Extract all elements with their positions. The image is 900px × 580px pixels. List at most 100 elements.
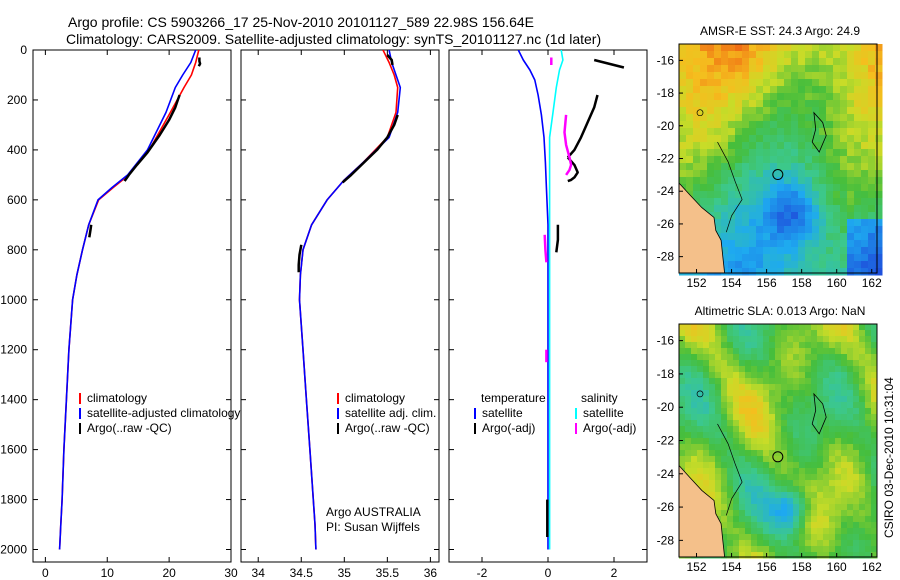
heatmap-cell [829, 402, 836, 409]
heatmap-cell [751, 504, 758, 511]
heatmap-cell [728, 205, 736, 213]
heatmap-cell [799, 480, 806, 487]
heatmap-cell [871, 414, 878, 421]
heatmap-cell [727, 396, 734, 403]
heatmap-cell [847, 450, 854, 457]
heatmap-cell [799, 354, 806, 361]
heatmap-cell [805, 177, 813, 185]
heatmap-cell [817, 522, 824, 529]
heatmap-cell [739, 396, 746, 403]
heatmap-cell [819, 107, 827, 115]
heatmap-cell [854, 240, 862, 248]
heatmap-cell [875, 247, 883, 255]
heatmap-cell [756, 170, 764, 178]
heatmap-cell [791, 170, 799, 178]
heatmap-cell [685, 360, 692, 367]
heatmap-cell [826, 72, 834, 80]
heatmap-cell [799, 540, 806, 547]
heatmap-cell [784, 198, 792, 206]
heatmap-cell [679, 330, 686, 337]
heatmap-cell [777, 219, 785, 227]
heatmap-cell [739, 504, 746, 511]
heatmap-cell [721, 79, 729, 87]
heatmap-cell [745, 342, 752, 349]
island-outline [696, 109, 704, 117]
heatmap-cell [751, 378, 758, 385]
heatmap-cell [763, 408, 770, 415]
heatmap-cell [703, 366, 710, 373]
heatmap-cell [714, 100, 722, 108]
heatmap-cell [812, 247, 820, 255]
heatmap-cell [751, 522, 758, 529]
heatmap-cell [728, 121, 736, 129]
y-tick-label: 1800 [0, 493, 27, 507]
heatmap-cell [787, 504, 794, 511]
heatmap-cell [840, 107, 848, 115]
heatmap-cell [756, 65, 764, 73]
heatmap-cell [861, 135, 869, 143]
heatmap-cell [865, 360, 872, 367]
heatmap-cell [823, 426, 830, 433]
heatmap-cell [826, 142, 834, 150]
heatmap-cell [733, 456, 740, 463]
heatmap-cell [865, 456, 872, 463]
heatmap-cell [875, 86, 883, 94]
heatmap-cell [847, 444, 854, 451]
heatmap-cell [787, 468, 794, 475]
heatmap-cell [791, 44, 799, 52]
heatmap-cell [847, 170, 855, 178]
heatmap-cell [787, 462, 794, 469]
heatmap-cell [757, 336, 764, 343]
heatmap-cell [751, 462, 758, 469]
heatmap-cell [799, 336, 806, 343]
heatmap-cell [714, 51, 722, 59]
heatmap-cell [840, 205, 848, 213]
heatmap-cell [751, 438, 758, 445]
map-y-tick-label: -18 [657, 86, 675, 100]
heatmap-cell [861, 65, 869, 73]
heatmap-cell [700, 156, 708, 164]
heatmap-cell [791, 268, 799, 276]
heatmap-cell [757, 360, 764, 367]
heatmap-cell [693, 100, 701, 108]
heatmap-cell [777, 163, 785, 171]
heatmap-cell [739, 366, 746, 373]
heatmap-cell [859, 552, 866, 559]
heatmap-cell [763, 114, 771, 122]
heatmap-cell [817, 378, 824, 385]
heatmap-cell [721, 170, 729, 178]
heatmap-cell [781, 528, 788, 535]
heatmap-cell [805, 552, 812, 559]
heatmap-cell [757, 510, 764, 517]
heatmap-cell [791, 79, 799, 87]
heatmap-cell [811, 468, 818, 475]
heatmap-cell [865, 324, 872, 331]
heatmap-cell [685, 414, 692, 421]
heatmap-cell [871, 480, 878, 487]
heatmap-cell [769, 438, 776, 445]
heatmap-cell [871, 360, 878, 367]
heatmap-cell [840, 86, 848, 94]
heatmap-cell [868, 121, 876, 129]
header-line1: Argo profile: CS 5903266_17 25-Nov-2010 … [68, 14, 534, 30]
heatmap-cell [835, 372, 842, 379]
heatmap-cell [847, 330, 854, 337]
heatmap-cell [865, 462, 872, 469]
heatmap-cell [763, 233, 771, 241]
heatmap-cell [871, 420, 878, 427]
heatmap-cell [811, 360, 818, 367]
heatmap-cell [745, 522, 752, 529]
heatmap-cell [823, 378, 830, 385]
heatmap-cell [777, 226, 785, 234]
heatmap-cell [875, 240, 883, 248]
heatmap-cell [721, 366, 728, 373]
heatmap-cell [871, 504, 878, 511]
heatmap-cell [875, 100, 883, 108]
heatmap-cell [787, 408, 794, 415]
map-y-tick-label: -16 [657, 334, 675, 348]
x-tick-label: 30 [224, 566, 238, 580]
heatmap-cell [805, 261, 813, 269]
heatmap-cell [770, 114, 778, 122]
heatmap-cell [791, 51, 799, 59]
heatmap-cell [826, 226, 834, 234]
